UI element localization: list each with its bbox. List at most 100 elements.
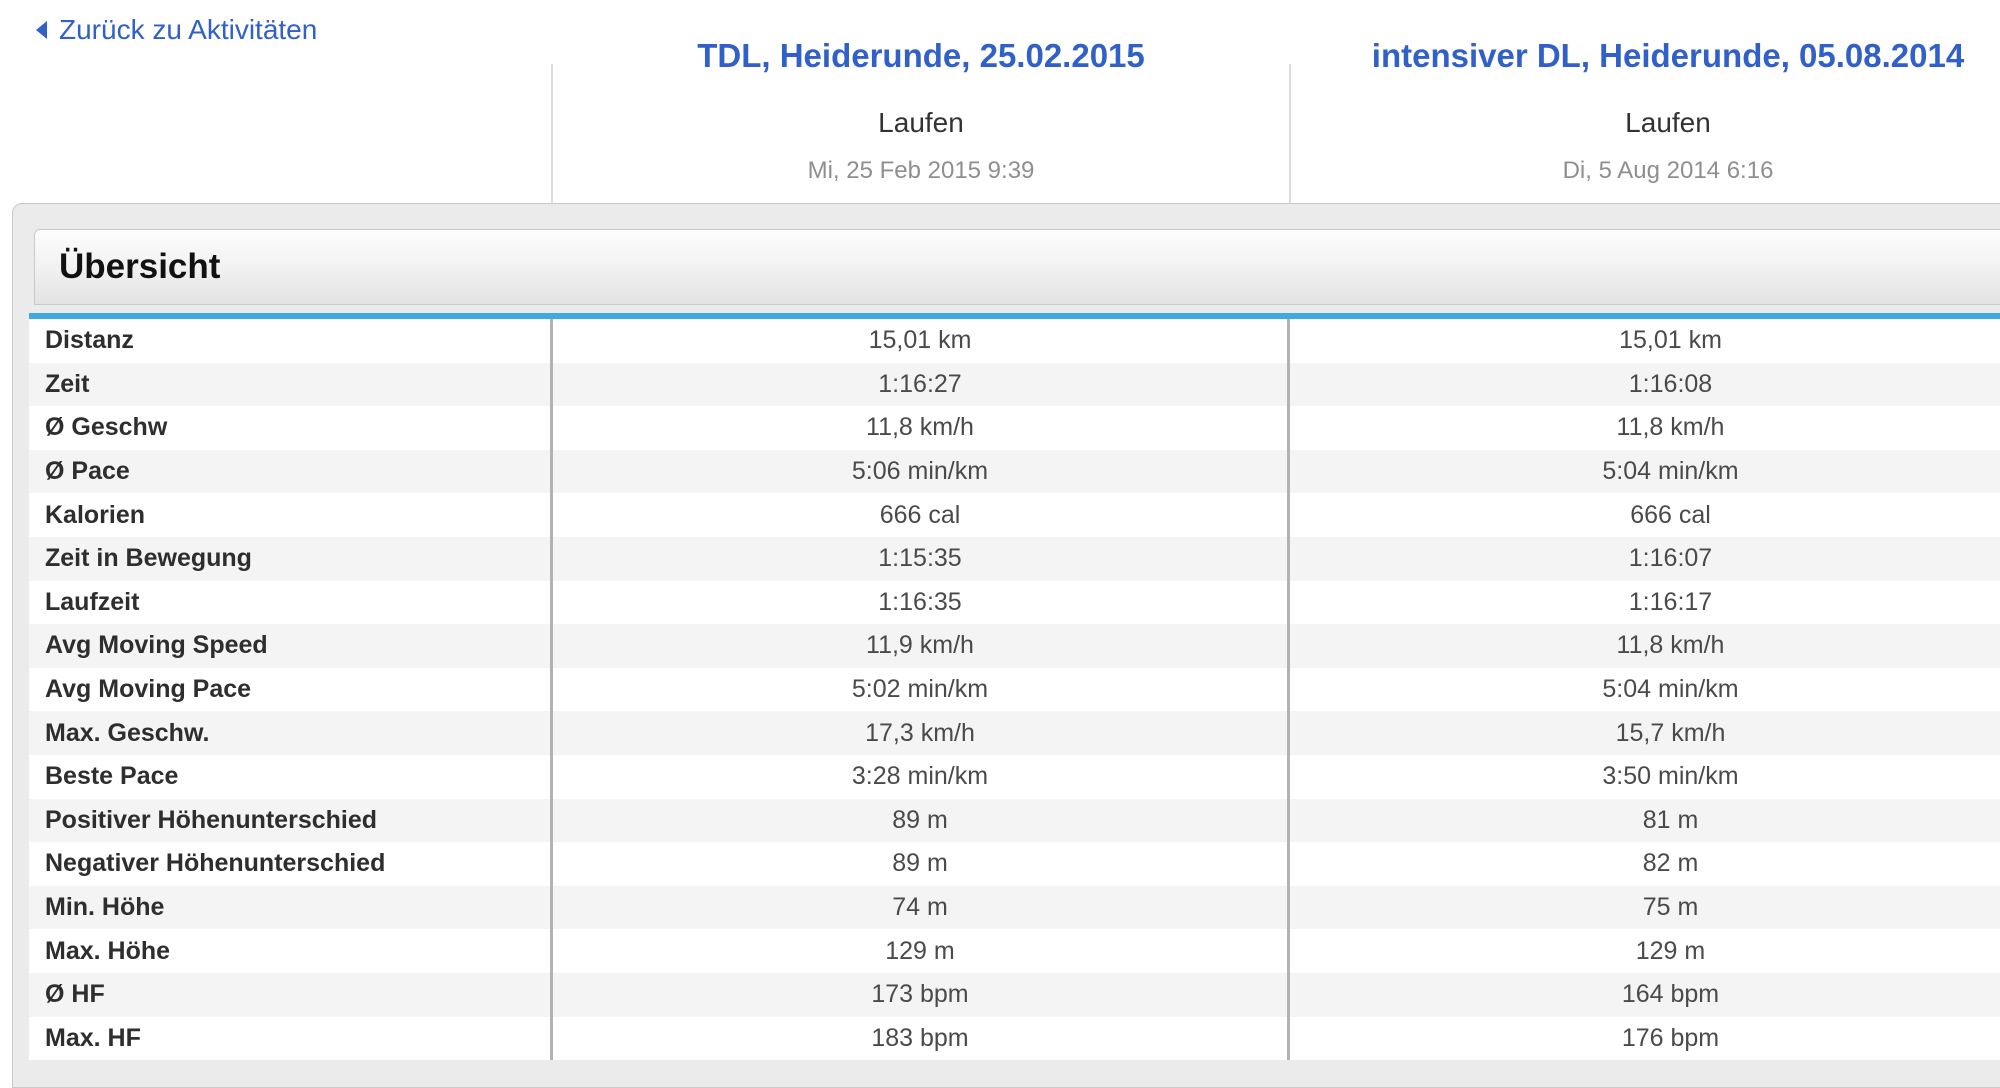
row-value-activity-2: 164 bpm <box>1621 980 1720 1009</box>
activity-sport-2: Laufen <box>1625 107 1711 138</box>
column-divider <box>550 842 553 886</box>
column-divider <box>550 885 553 930</box>
table-row: Min. Höhe 74 m 75 m <box>29 885 2000 930</box>
row-value-activity-2: 3:50 min/km <box>1602 762 1739 791</box>
column-divider <box>1287 449 1290 494</box>
row-value-activity-1: 173 bpm <box>871 980 969 1009</box>
row-value-activity-1: 74 m <box>892 893 948 922</box>
table-row: Max. Geschw. 17,3 km/h 15,7 km/h <box>29 711 2000 755</box>
column-divider <box>550 798 553 843</box>
activity-title-link-1[interactable]: TDL, Heiderunde, 25.02.2015 <box>697 37 1145 74</box>
row-value-activity-2: 129 m <box>1635 936 1706 965</box>
row-value-activity-2: 5:04 min/km <box>1602 457 1739 486</box>
column-divider <box>550 536 553 581</box>
row-value-activity-2: 176 bpm <box>1621 1023 1720 1052</box>
column-divider <box>550 319 553 363</box>
back-link[interactable]: Zurück zu Aktivitäten <box>36 14 317 46</box>
row-label: Max. Geschw. <box>45 718 210 747</box>
row-value-activity-2: 11,8 km/h <box>1616 413 1725 442</box>
row-label: Max. HF <box>45 1023 141 1052</box>
activity-sport-1: Laufen <box>878 107 964 138</box>
column-divider <box>1287 667 1290 712</box>
table-row: Zeit 1:16:27 1:16:08 <box>29 362 2000 407</box>
table-row: Kalorien 666 cal 666 cal <box>29 493 2000 537</box>
row-label: Zeit in Bewegung <box>45 544 252 573</box>
table-row: Ø Pace 5:06 min/km 5:04 min/km <box>29 449 2000 494</box>
row-value-activity-1: 15,01 km <box>868 326 972 355</box>
column-divider <box>550 362 553 407</box>
row-value-activity-1: 666 cal <box>879 500 961 529</box>
table-row: Max. Höhe 129 m 129 m <box>29 929 2000 973</box>
table-row: Ø HF 173 bpm 164 bpm <box>29 972 2000 1017</box>
row-value-activity-2: 15,01 km <box>1619 326 1722 355</box>
row-label: Positiver Höhenunterschied <box>45 805 378 834</box>
table-row: Positiver Höhenunterschied 89 m 81 m <box>29 798 2000 843</box>
table-row: Beste Pace 3:28 min/km 3:50 min/km <box>29 754 2000 799</box>
column-divider <box>1287 406 1290 450</box>
table-row: Avg Moving Pace 5:02 min/km 5:04 min/km <box>29 667 2000 712</box>
row-value-activity-1: 5:02 min/km <box>851 675 989 704</box>
overview-table: Distanz 15,01 km 15,01 km Zeit 1:16:27 1:16:0… <box>29 313 2000 1061</box>
table-row: Distanz 15,01 km 15,01 km <box>29 319 2000 363</box>
row-label: Beste Pace <box>45 762 179 791</box>
column-divider <box>1287 798 1290 843</box>
row-value-activity-2: 15,7 km/h <box>1615 718 1726 747</box>
overview-panel: Übersicht Distanz 15,01 km 15,01 km Zeit 1:1… <box>12 203 2000 1088</box>
row-label: Max. Höhe <box>45 936 171 965</box>
column-divider <box>550 667 553 712</box>
column-divider <box>550 580 553 625</box>
row-value-activity-1: 1:16:27 <box>878 369 962 398</box>
activity-header-1: TDL, Heiderunde, 25.02.2015 Laufen Mi, 2… <box>552 36 1290 202</box>
row-value-activity-2: 81 m <box>1642 805 1699 834</box>
table-row: Negativer Höhenunterschied 89 m 82 m <box>29 842 2000 886</box>
column-divider <box>1287 319 1290 363</box>
table-row: Avg Moving Speed 11,9 km/h 11,8 km/h <box>29 624 2000 668</box>
row-label: Ø Pace <box>45 457 130 486</box>
activity-title-link-2[interactable]: intensiver DL, Heiderunde, 05.08.2014 <box>1371 37 1965 74</box>
column-divider <box>550 449 553 494</box>
row-value-activity-1: 3:28 min/km <box>851 762 989 791</box>
row-label: Negativer Höhenunterschied <box>45 849 386 878</box>
column-divider <box>550 406 553 450</box>
column-divider <box>550 972 553 1017</box>
row-label: Ø Geschw <box>45 413 168 442</box>
row-value-activity-2: 75 m <box>1642 893 1699 922</box>
column-divider <box>550 1016 553 1061</box>
row-value-activity-1: 5:06 min/km <box>851 457 989 486</box>
row-value-activity-1: 89 m <box>892 849 948 878</box>
row-value-activity-1: 17,3 km/h <box>865 718 975 747</box>
row-value-activity-1: 1:15:35 <box>878 544 962 573</box>
row-value-activity-2: 5:04 min/km <box>1602 675 1739 704</box>
activity-date-1: Mi, 25 Feb 2015 9:39 <box>807 157 1035 184</box>
row-value-activity-2: 1:16:17 <box>1628 587 1713 616</box>
column-divider <box>1287 754 1290 799</box>
column-divider <box>1287 536 1290 581</box>
column-divider <box>1287 842 1290 886</box>
row-value-activity-1: 11,9 km/h <box>866 631 974 660</box>
header-column-divider <box>551 64 553 203</box>
back-arrow-icon <box>36 21 47 39</box>
column-divider <box>1287 929 1290 973</box>
column-divider <box>1287 972 1290 1017</box>
row-label: Distanz <box>45 326 134 355</box>
column-divider <box>550 711 553 755</box>
row-value-activity-2: 82 m <box>1642 849 1699 878</box>
row-label: Min. Höhe <box>45 893 165 922</box>
column-divider <box>550 624 553 668</box>
back-link-label: Zurück zu Aktivitäten <box>59 14 318 45</box>
overview-title: Übersicht <box>59 247 221 286</box>
row-value-activity-2: 11,8 km/h <box>1616 631 1725 660</box>
row-value-activity-1: 89 m <box>892 805 948 834</box>
overview-panel-header[interactable]: Übersicht <box>34 229 2000 305</box>
row-label: Ø HF <box>45 980 105 1009</box>
row-value-activity-1: 11,8 km/h <box>866 413 974 442</box>
row-label: Avg Moving Pace <box>45 675 252 704</box>
row-value-activity-1: 183 bpm <box>871 1023 969 1052</box>
table-row: Laufzeit 1:16:35 1:16:17 <box>29 580 2000 625</box>
activity-header-2: intensiver DL, Heiderunde, 05.08.2014 La… <box>1290 36 2000 202</box>
column-divider <box>550 493 553 537</box>
column-divider <box>1287 362 1290 407</box>
column-divider <box>1287 885 1290 930</box>
column-divider <box>1287 1016 1290 1061</box>
column-divider <box>550 754 553 799</box>
